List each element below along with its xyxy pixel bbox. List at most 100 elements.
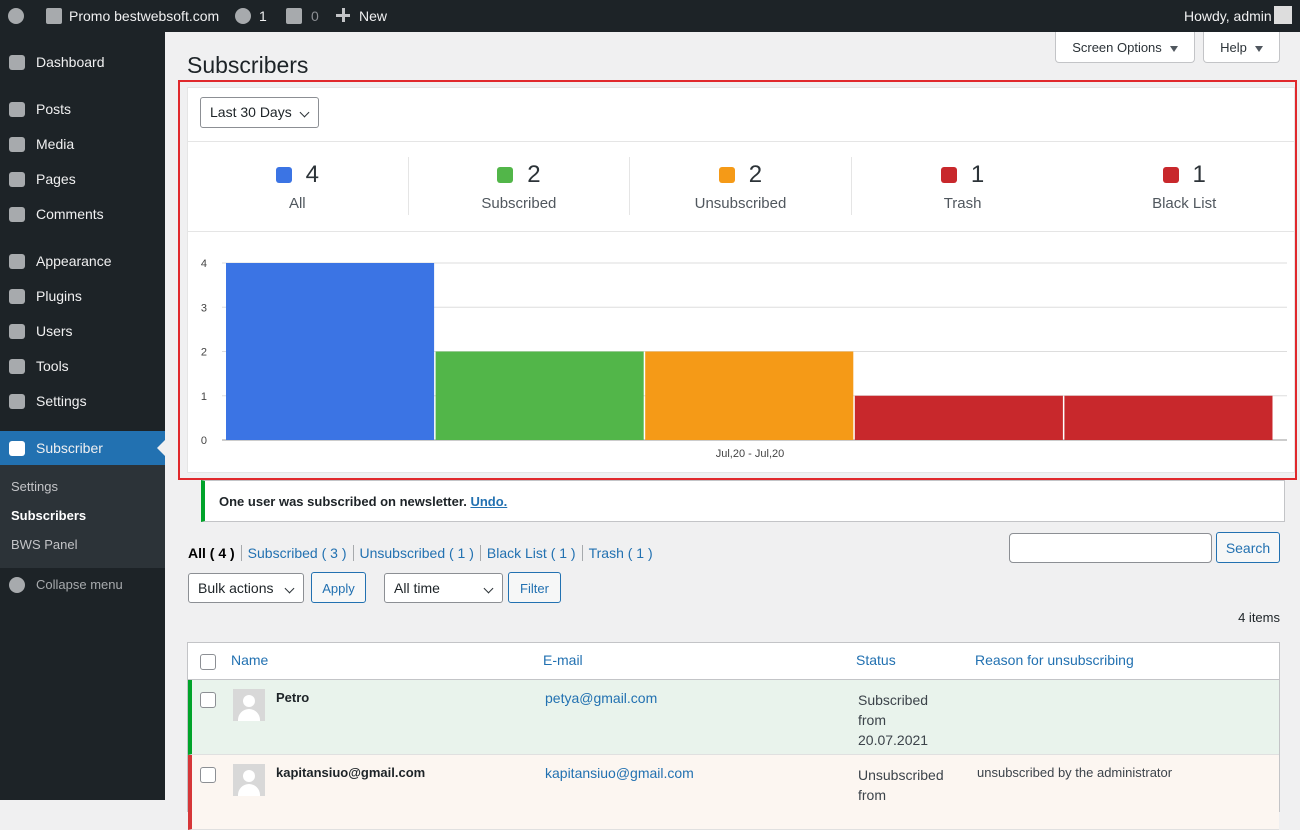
stat-value: 4 xyxy=(305,161,319,188)
menu-item[interactable]: Subscriber xyxy=(0,431,165,465)
column-header[interactable]: Name xyxy=(231,652,269,668)
menu-item[interactable]: Media xyxy=(0,127,165,161)
menu-icon xyxy=(9,394,25,409)
avatar-body xyxy=(238,709,260,721)
submenu-item[interactable]: Subscribers xyxy=(11,508,87,523)
menu-label: Media xyxy=(36,136,75,152)
items-count: 4 items xyxy=(1238,610,1280,625)
stat-label: Unsubscribed xyxy=(694,195,787,212)
stat-value-row: 2 xyxy=(718,161,762,189)
menu-item[interactable]: Pages xyxy=(0,162,165,196)
view-link[interactable]: Trash ( 1 ) xyxy=(581,545,653,561)
menu-item[interactable]: Appearance xyxy=(0,244,165,278)
avatar-body xyxy=(238,784,260,796)
stat-value: 1 xyxy=(970,161,985,188)
menu-icon xyxy=(9,55,25,70)
submenu-item[interactable]: Settings xyxy=(11,479,58,494)
search-input[interactable] xyxy=(1009,533,1212,563)
header-border xyxy=(188,679,1279,680)
stat-value-row: 4 xyxy=(275,161,319,189)
menu-label: Subscriber xyxy=(36,440,103,456)
stat-column: 2 Subscribed xyxy=(409,157,631,215)
stat-column: 1 Black List xyxy=(1073,157,1295,215)
menu-item[interactable]: Comments xyxy=(0,197,165,231)
period-select[interactable]: Last 30 Days xyxy=(200,97,319,128)
view-link[interactable]: Subscribed ( 3 ) xyxy=(240,545,347,561)
select-all-checkbox[interactable] xyxy=(200,654,216,670)
updates-count[interactable]: 1 xyxy=(259,8,267,24)
subscriber-email[interactable]: petya@gmail.com xyxy=(545,690,658,706)
submenu-item[interactable]: BWS Panel xyxy=(11,537,78,552)
y-tick-label: 0 xyxy=(201,435,207,447)
filter-button[interactable]: Filter xyxy=(508,572,561,603)
menu-icon xyxy=(9,289,25,304)
avatar xyxy=(233,689,265,721)
search-button[interactable]: Search xyxy=(1216,532,1280,563)
stat-swatch xyxy=(1162,167,1179,183)
menu-icon xyxy=(9,254,25,269)
stat-label: Black List xyxy=(1152,195,1217,212)
menu-label: Posts xyxy=(36,101,72,117)
help-label: Help xyxy=(1220,40,1247,55)
submenu xyxy=(0,465,165,568)
subscriber-name[interactable]: kapitansiuo@gmail.com xyxy=(276,765,426,780)
comments-count[interactable]: 0 xyxy=(311,8,319,24)
y-tick-label: 3 xyxy=(201,302,207,314)
screen-options[interactable]: Screen Options xyxy=(1055,32,1195,63)
stat-label: Trash xyxy=(943,195,982,212)
stat-value-row: 1 xyxy=(1162,161,1206,189)
menu-item[interactable]: Plugins xyxy=(0,279,165,313)
help[interactable]: Help xyxy=(1203,32,1280,63)
active-arrow xyxy=(157,440,165,456)
stat-value: 1 xyxy=(1192,161,1206,188)
new-link[interactable]: New xyxy=(359,8,388,24)
view-link[interactable]: Black List ( 1 ) xyxy=(479,545,576,561)
row-checkbox[interactable] xyxy=(200,692,216,708)
column-header[interactable]: E-mail xyxy=(543,652,583,668)
menu-item[interactable]: Tools xyxy=(0,349,165,383)
stat-swatch xyxy=(275,167,292,183)
avatar xyxy=(233,764,265,796)
menu-icon xyxy=(9,137,25,152)
table-row xyxy=(188,680,1279,755)
menu-icon xyxy=(9,172,25,187)
stat-value: 2 xyxy=(527,161,541,188)
howdy[interactable]: Howdy, admin xyxy=(1184,8,1272,24)
sidebar: Dashboard Posts Media Pages Comments Appearan… xyxy=(0,32,165,800)
undo-link[interactable]: Undo. xyxy=(470,494,508,509)
y-tick-label: 4 xyxy=(201,258,207,270)
subscriber-email[interactable]: kapitansiuo@gmail.com xyxy=(545,765,694,781)
apply-button[interactable]: Apply xyxy=(311,572,366,603)
menu-item[interactable]: Settings xyxy=(0,384,165,418)
date-filter[interactable]: All time xyxy=(384,573,503,603)
stat-label: All xyxy=(288,195,306,212)
bar xyxy=(1064,395,1273,440)
stat-swatch xyxy=(940,167,957,183)
menu-item[interactable]: Dashboard xyxy=(0,45,165,79)
stat-column: 1 Trash xyxy=(852,157,1074,215)
unsubscribe-reason: unsubscribed by the administrator xyxy=(977,765,1173,780)
view-link[interactable]: Unsubscribed ( 1 ) xyxy=(352,545,474,561)
chart: 0 1 2 3 4 Jul,20 - Jul,20 xyxy=(201,258,1287,460)
menu-item[interactable]: Posts xyxy=(0,92,165,126)
column-header[interactable]: Reason for unsubscribing xyxy=(975,652,1134,668)
site-name[interactable]: Promo bestwebsoft.com xyxy=(69,8,220,24)
wp-logo[interactable] xyxy=(8,8,24,24)
x-tick-label: Jul,20 - Jul,20 xyxy=(716,448,784,460)
stat-swatch xyxy=(497,167,514,183)
updates-icon xyxy=(235,8,251,24)
menu-item[interactable]: Users xyxy=(0,314,165,348)
subscriber-name[interactable]: Petro xyxy=(276,690,310,705)
divider xyxy=(187,231,1295,232)
bulk-actions[interactable]: Bulk actions xyxy=(188,573,304,603)
menu-label: Dashboard xyxy=(36,54,105,70)
menu-icon xyxy=(9,102,25,117)
y-tick-label: 2 xyxy=(201,347,207,359)
menu-label: Tools xyxy=(36,358,69,374)
collapse-menu[interactable]: Collapse menu xyxy=(36,577,123,592)
column-header[interactable]: Status xyxy=(856,652,896,668)
menu-icon xyxy=(9,441,25,456)
stat-label: Subscribed xyxy=(481,195,557,212)
stat-swatch xyxy=(718,167,735,183)
row-checkbox[interactable] xyxy=(200,767,216,783)
